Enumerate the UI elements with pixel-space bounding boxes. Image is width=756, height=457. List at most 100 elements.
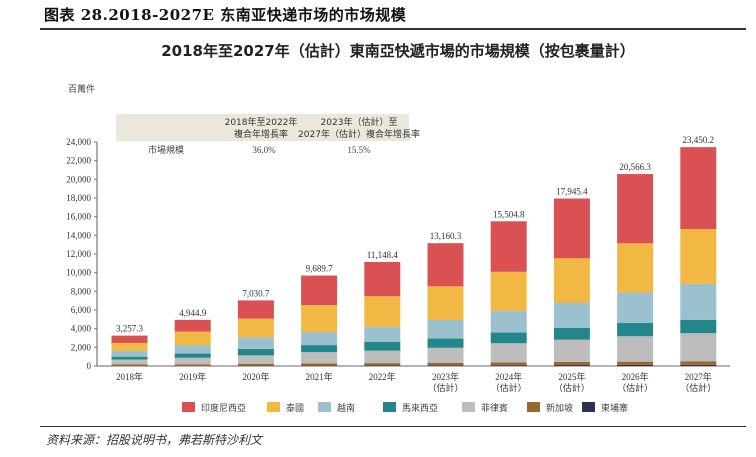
bar-segment [237, 363, 274, 366]
bar-segment [237, 337, 274, 349]
bar-segment [617, 364, 654, 366]
bar-segment [553, 339, 590, 362]
bar-segment [553, 302, 590, 328]
x-tick-label: 2024年 [495, 371, 522, 382]
title-rule [40, 28, 746, 30]
bar-segment [427, 338, 464, 348]
bar-total-label: 13,160.3 [430, 231, 462, 241]
x-tick-label: （估計） [491, 382, 527, 393]
bar-segment [364, 261, 401, 297]
x-tick-label: （估計） [680, 382, 716, 393]
cagr-table-header-bg [116, 114, 409, 141]
bar-segment [617, 243, 654, 293]
y-tick-label: 20,000 [66, 174, 91, 184]
legend-label: 東埔寨 [601, 402, 628, 414]
bar-segment [553, 361, 590, 366]
y-tick-label: 12,000 [66, 249, 91, 259]
cagr-row-label: 市場規模 [148, 144, 184, 155]
cagr-header-2-line-1: 2023年（估計）至 [321, 116, 398, 128]
bar-segment [490, 362, 527, 366]
bar-segment [301, 332, 338, 346]
bar-segment [301, 363, 338, 366]
legend-swatch [318, 402, 331, 412]
legend-item: 菲律賓 [462, 402, 508, 414]
bars: 3,257.3 2018年 4,944.9 2019年 7,030.7 2020年 9,68… [111, 135, 717, 393]
x-tick-label: 2023年 [432, 371, 459, 382]
x-tick-label: （估計） [617, 382, 653, 393]
bar-segment [301, 345, 338, 353]
bar-segment [427, 365, 464, 366]
bar-segment [427, 319, 464, 339]
legend-label: 菲律賓 [481, 402, 508, 414]
cagr-value-2018-2022: 36.0% [252, 145, 276, 155]
bar-segment [680, 364, 717, 366]
y-tick-label: 8,000 [71, 286, 92, 296]
legend-item: 泰國 [267, 402, 304, 414]
bar-segment [111, 356, 148, 360]
legend-swatch [527, 402, 540, 412]
bar-segment [427, 362, 464, 366]
bar-segment [364, 350, 401, 364]
bar-segment [174, 345, 211, 354]
figure-title: 图表 28.2018-2027E 东南亚快递市场的市场规模 [44, 6, 407, 24]
bar-segment [111, 364, 148, 366]
bar-segment [111, 335, 148, 343]
y-tick-label: 6,000 [71, 305, 92, 315]
bar-segment [364, 342, 401, 351]
y-tick-label: 14,000 [66, 230, 91, 240]
legend-label: 新加坡 [546, 402, 573, 414]
bar-segment [680, 147, 717, 229]
bar-segment [680, 361, 717, 365]
bar-total-label: 23,450.2 [683, 135, 715, 145]
bar-segment [364, 326, 401, 343]
bar-segment [301, 275, 338, 306]
stacked-bar-chart: 2018年至2027年（估計）東南亞快遞市場的市場規模（按包裹量計） 百萬件 2… [66, 42, 730, 414]
bar-segment [617, 323, 654, 337]
y-tick-label: 10,000 [66, 268, 91, 278]
legend-swatch [582, 402, 595, 412]
x-tick-label: 2026年 [622, 371, 649, 382]
legend-item: 印度尼西亞 [182, 402, 246, 414]
bar-segment [490, 343, 527, 363]
bar-segment [680, 228, 717, 284]
x-tick-label: 2027年 [685, 371, 712, 382]
bar-segment [490, 271, 527, 311]
legend-item: 馬來西亞 [383, 402, 438, 414]
x-tick-label: 2019年 [179, 371, 206, 382]
bar-segment [237, 318, 274, 338]
legend-label: 泰國 [286, 402, 304, 414]
bar-segment [111, 359, 148, 365]
bar-segment [680, 333, 717, 362]
bar-segment [427, 286, 464, 320]
x-tick-label: 2020年 [242, 371, 269, 382]
bar-total-label: 7,030.7 [242, 288, 270, 298]
bar-total-label: 11,148.4 [367, 250, 399, 260]
bar-total-label: 17,945.4 [556, 187, 588, 197]
y-tick-label: 2,000 [71, 342, 92, 352]
bar-segment [174, 331, 211, 346]
legend-item: 新加坡 [527, 402, 573, 414]
bar-segment [174, 353, 211, 358]
bar-total-label: 9,689.7 [306, 264, 334, 274]
bar-segment [553, 258, 590, 303]
bar-total-label: 15,504.8 [493, 209, 525, 219]
bar-segment [490, 365, 527, 366]
y-tick-label: 24,000 [66, 137, 91, 147]
bar-total-label: 4,944.9 [179, 308, 207, 318]
bar-segment [490, 332, 527, 344]
y-tick-label: 18,000 [66, 193, 91, 203]
cagr-header-2-line-2: 2027年（估計）複合年增長率 [298, 128, 420, 140]
bar-segment [617, 336, 654, 362]
source-rule [40, 426, 746, 427]
bar-segment [174, 319, 211, 332]
legend-label: 馬來西亞 [402, 403, 438, 414]
cagr-value-2023-2027: 15.5% [347, 145, 371, 155]
y-tick-label: 16,000 [66, 212, 91, 222]
bar-segment [237, 355, 274, 364]
x-tick-label: 2022年 [369, 371, 396, 382]
cagr-header-1-line-2: 複合年增長率 [234, 128, 288, 140]
x-tick-label: （估計） [427, 382, 463, 393]
x-tick-label: 2025年 [558, 371, 585, 382]
x-tick-label: 2018年 [116, 371, 143, 382]
x-tick-label: （估計） [554, 382, 590, 393]
